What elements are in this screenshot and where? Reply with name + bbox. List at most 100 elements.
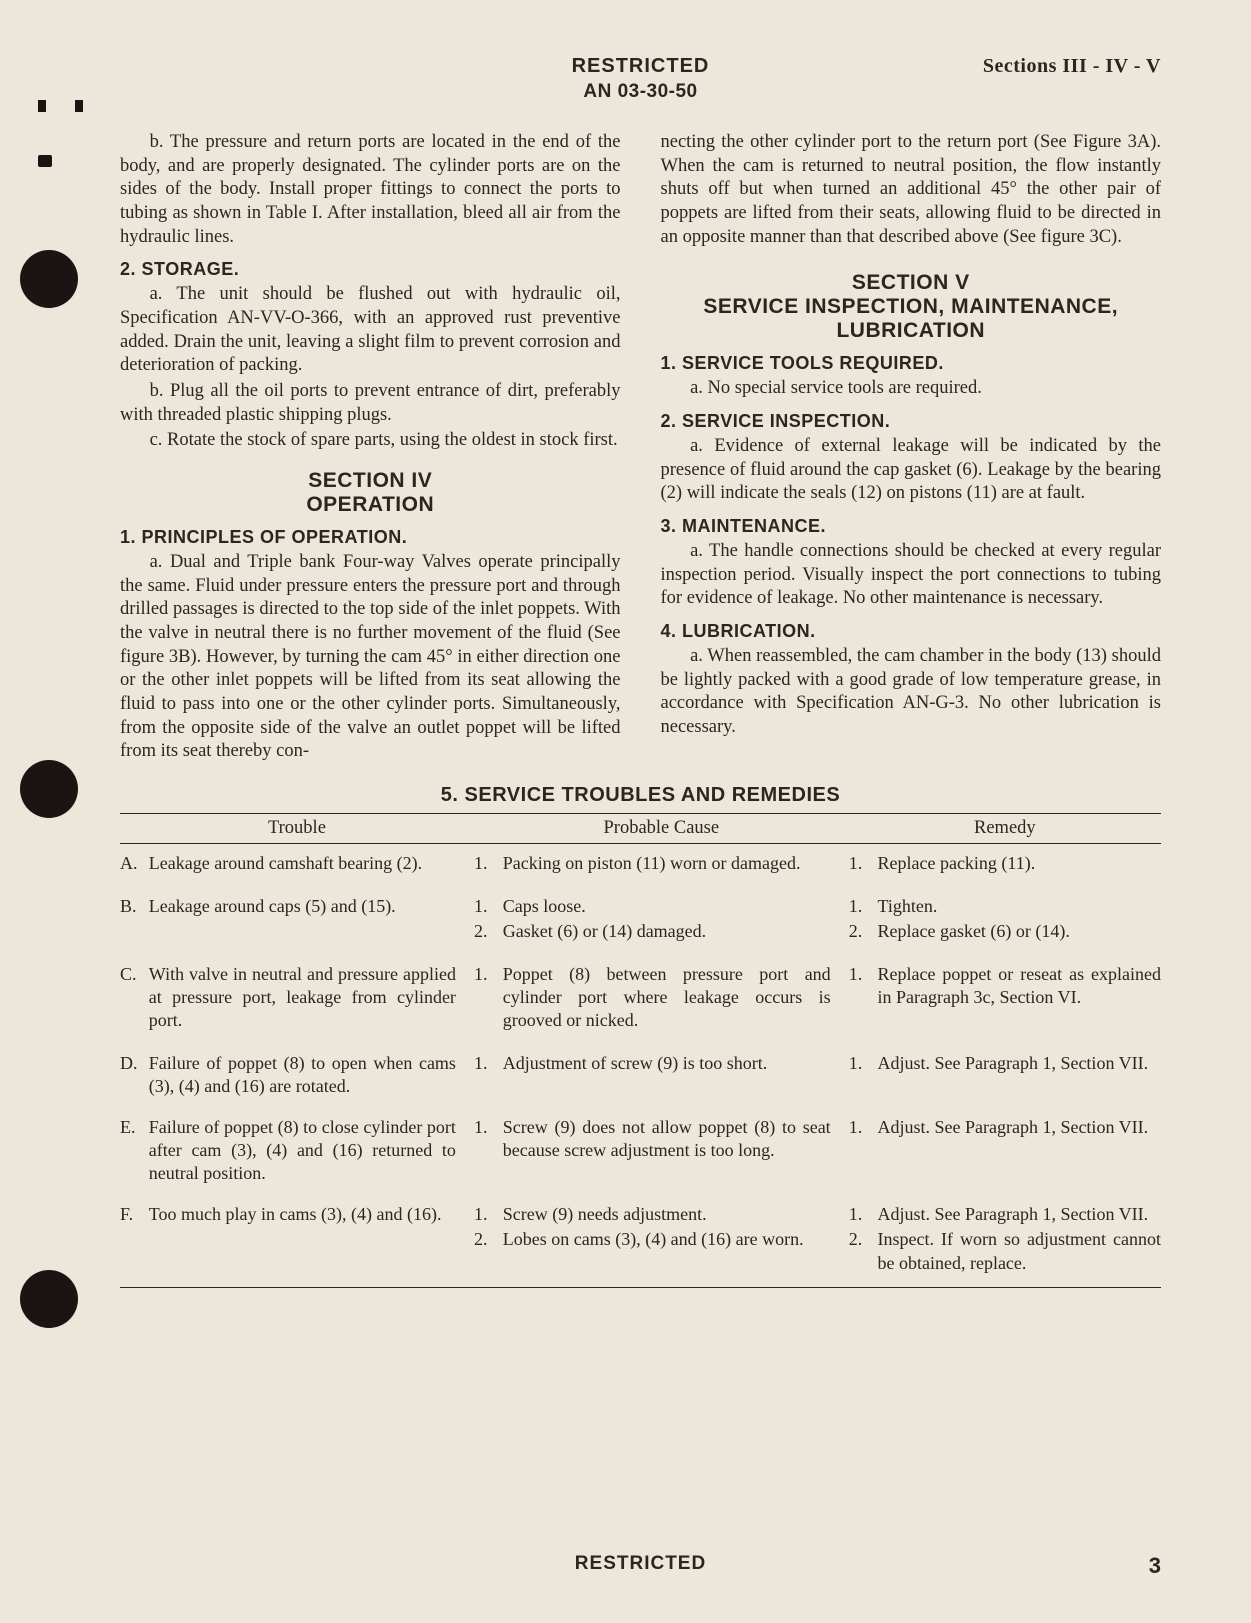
- page-number: 3: [1149, 1553, 1161, 1579]
- remedy-item: 1.Adjust. See Paragraph 1, Section VII.: [849, 1052, 1161, 1075]
- remedy-item: 2.Replace gasket (6) or (14).: [849, 920, 1161, 943]
- para-tools-a: a. No special service tools are required…: [661, 377, 1162, 401]
- table-title: 5. SERVICE TROUBLES AND REMEDIES: [120, 784, 1161, 807]
- cell-trouble: A.Leakage around camshaft bearing (2).: [120, 852, 474, 877]
- section-v-subtitle: SERVICE INSPECTION, MAINTENANCE, LUBRICA…: [661, 295, 1162, 343]
- table-body: A.Leakage around camshaft bearing (2).1.…: [120, 844, 1161, 1286]
- list-text: Lobes on cams (3), (4) and (16) are worn…: [503, 1228, 831, 1251]
- remedy-item: 1.Adjust. See Paragraph 1, Section VII.: [849, 1116, 1161, 1139]
- list-text: Poppet (8) between pressure port and cyl…: [503, 963, 831, 1032]
- cell-remedy: 1.Adjust. See Paragraph 1, Section VII.: [849, 1116, 1161, 1185]
- header-doc-number: AN 03-30-50: [572, 81, 710, 103]
- para-2a: a. The unit should be flushed out with h…: [120, 283, 621, 378]
- list-marker: 1.: [849, 1052, 878, 1075]
- heading-maintenance: 3. MAINTENANCE.: [661, 516, 1162, 537]
- troubles-table: Trouble Probable Cause Remedy A.Leakage …: [120, 813, 1161, 1287]
- two-column-body: b. The pressure and return ports are loc…: [120, 131, 1161, 766]
- para-1a: a. Dual and Triple bank Four-way Valves …: [120, 551, 621, 764]
- cause-item: 2.Lobes on cams (3), (4) and (16) are wo…: [474, 1228, 831, 1251]
- list-text: Screw (9) does not allow poppet (8) to s…: [503, 1116, 831, 1162]
- cell-trouble: D.Failure of poppet (8) to open when cam…: [120, 1052, 474, 1098]
- list-marker: 2.: [849, 920, 878, 943]
- cause-item: 1.Packing on piston (11) worn or damaged…: [474, 852, 831, 875]
- remedy-item: 2.Inspect. If worn so adjustment cannot …: [849, 1228, 1161, 1274]
- list-marker: 1.: [474, 895, 503, 918]
- trouble-marker: C.: [120, 963, 149, 1034]
- cell-cause: 1.Poppet (8) between pressure port and c…: [474, 963, 849, 1034]
- cause-item: 1.Caps loose.: [474, 895, 831, 918]
- cause-item: 1.Poppet (8) between pressure port and c…: [474, 963, 831, 1032]
- trouble-text: With valve in neutral and pressure appli…: [149, 963, 456, 1034]
- list-text: Adjust. See Paragraph 1, Section VII.: [877, 1203, 1161, 1226]
- cell-cause: 1.Screw (9) does not allow poppet (8) to…: [474, 1116, 849, 1185]
- para-2c: c. Rotate the stock of spare parts, usin…: [120, 429, 621, 453]
- list-text: Tighten.: [877, 895, 1161, 918]
- cell-trouble: E.Failure of poppet (8) to close cylinde…: [120, 1116, 474, 1185]
- cell-cause: 1.Adjustment of screw (9) is too short.: [474, 1052, 849, 1098]
- section-v-title: SECTION V: [661, 271, 1162, 295]
- trouble-text: Leakage around camshaft bearing (2).: [149, 852, 456, 877]
- right-column: necting the other cylinder port to the r…: [661, 131, 1162, 766]
- table-row: E.Failure of poppet (8) to close cylinde…: [120, 1108, 1161, 1195]
- list-marker: 1.: [474, 1116, 503, 1162]
- heading-lubrication: 4. LUBRICATION.: [661, 621, 1162, 642]
- cell-trouble: B.Leakage around caps (5) and (15).: [120, 895, 474, 945]
- page-footer: RESTRICTED 3: [120, 1553, 1161, 1575]
- trouble-text: Leakage around caps (5) and (15).: [149, 895, 456, 945]
- cell-trouble: F.Too much play in cams (3), (4) and (16…: [120, 1203, 474, 1276]
- list-marker: 2.: [849, 1228, 878, 1274]
- list-text: Replace packing (11).: [877, 852, 1161, 875]
- trouble-marker: F.: [120, 1203, 149, 1276]
- list-text: Adjust. See Paragraph 1, Section VII.: [877, 1052, 1161, 1075]
- list-marker: 2.: [474, 1228, 503, 1251]
- page: RESTRICTED AN 03-30-50 Sections III - IV…: [0, 0, 1251, 1623]
- list-marker: 1.: [849, 895, 878, 918]
- list-marker: 1.: [849, 1116, 878, 1139]
- cell-cause: 1.Screw (9) needs adjustment.2.Lobes on …: [474, 1203, 849, 1276]
- cell-remedy: 1.Replace packing (11).: [849, 852, 1161, 877]
- cause-item: 1.Screw (9) needs adjustment.: [474, 1203, 831, 1226]
- para-insp-a: a. Evidence of external leakage will be …: [661, 435, 1162, 506]
- header-restricted: RESTRICTED: [572, 55, 710, 78]
- list-text: Replace gasket (6) or (14).: [877, 920, 1161, 943]
- cell-trouble: C.With valve in neutral and pressure app…: [120, 963, 474, 1034]
- heading-inspection: 2. SERVICE INSPECTION.: [661, 411, 1162, 432]
- trouble-marker: B.: [120, 895, 149, 945]
- cell-cause: 1.Packing on piston (11) worn or damaged…: [474, 852, 849, 877]
- col-header-remedy: Remedy: [849, 818, 1161, 839]
- cause-item: 2.Gasket (6) or (14) damaged.: [474, 920, 831, 943]
- table-row: F.Too much play in cams (3), (4) and (16…: [120, 1195, 1161, 1286]
- list-marker: 1.: [474, 1203, 503, 1226]
- cause-item: 1.Screw (9) does not allow poppet (8) to…: [474, 1116, 831, 1162]
- table-row: D.Failure of poppet (8) to open when cam…: [120, 1044, 1161, 1108]
- para-2b: b. Plug all the oil ports to prevent ent…: [120, 380, 621, 427]
- cell-remedy: 1.Replace poppet or reseat as explained …: [849, 963, 1161, 1034]
- list-marker: 1.: [474, 1052, 503, 1075]
- para-1a-cont: necting the other cylinder port to the r…: [661, 131, 1162, 249]
- list-text: Inspect. If worn so adjustment cannot be…: [877, 1228, 1161, 1274]
- cause-item: 1.Adjustment of screw (9) is too short.: [474, 1052, 831, 1075]
- list-text: Packing on piston (11) worn or damaged.: [503, 852, 831, 875]
- list-text: Adjust. See Paragraph 1, Section VII.: [877, 1116, 1161, 1139]
- list-marker: 2.: [474, 920, 503, 943]
- footer-restricted: RESTRICTED: [575, 1553, 706, 1575]
- heading-tools: 1. SERVICE TOOLS REQUIRED.: [661, 353, 1162, 374]
- list-marker: 1.: [474, 963, 503, 1032]
- trouble-marker: E.: [120, 1116, 149, 1185]
- table-row: C.With valve in neutral and pressure app…: [120, 955, 1161, 1044]
- trouble-marker: D.: [120, 1052, 149, 1098]
- list-text: Gasket (6) or (14) damaged.: [503, 920, 831, 943]
- list-marker: 1.: [849, 963, 878, 1009]
- list-text: Adjustment of screw (9) is too short.: [503, 1052, 831, 1075]
- cell-remedy: 1.Adjust. See Paragraph 1, Section VII.2…: [849, 1203, 1161, 1276]
- list-marker: 1.: [474, 852, 503, 875]
- trouble-marker: A.: [120, 852, 149, 877]
- table-header-row: Trouble Probable Cause Remedy: [120, 814, 1161, 844]
- cell-cause: 1.Caps loose.2.Gasket (6) or (14) damage…: [474, 895, 849, 945]
- list-text: Screw (9) needs adjustment.: [503, 1203, 831, 1226]
- heading-principles: 1. PRINCIPLES OF OPERATION.: [120, 527, 621, 548]
- col-header-cause: Probable Cause: [474, 818, 849, 839]
- remedy-item: 1.Replace packing (11).: [849, 852, 1161, 875]
- trouble-text: Failure of poppet (8) to open when cams …: [149, 1052, 456, 1098]
- list-text: Caps loose.: [503, 895, 831, 918]
